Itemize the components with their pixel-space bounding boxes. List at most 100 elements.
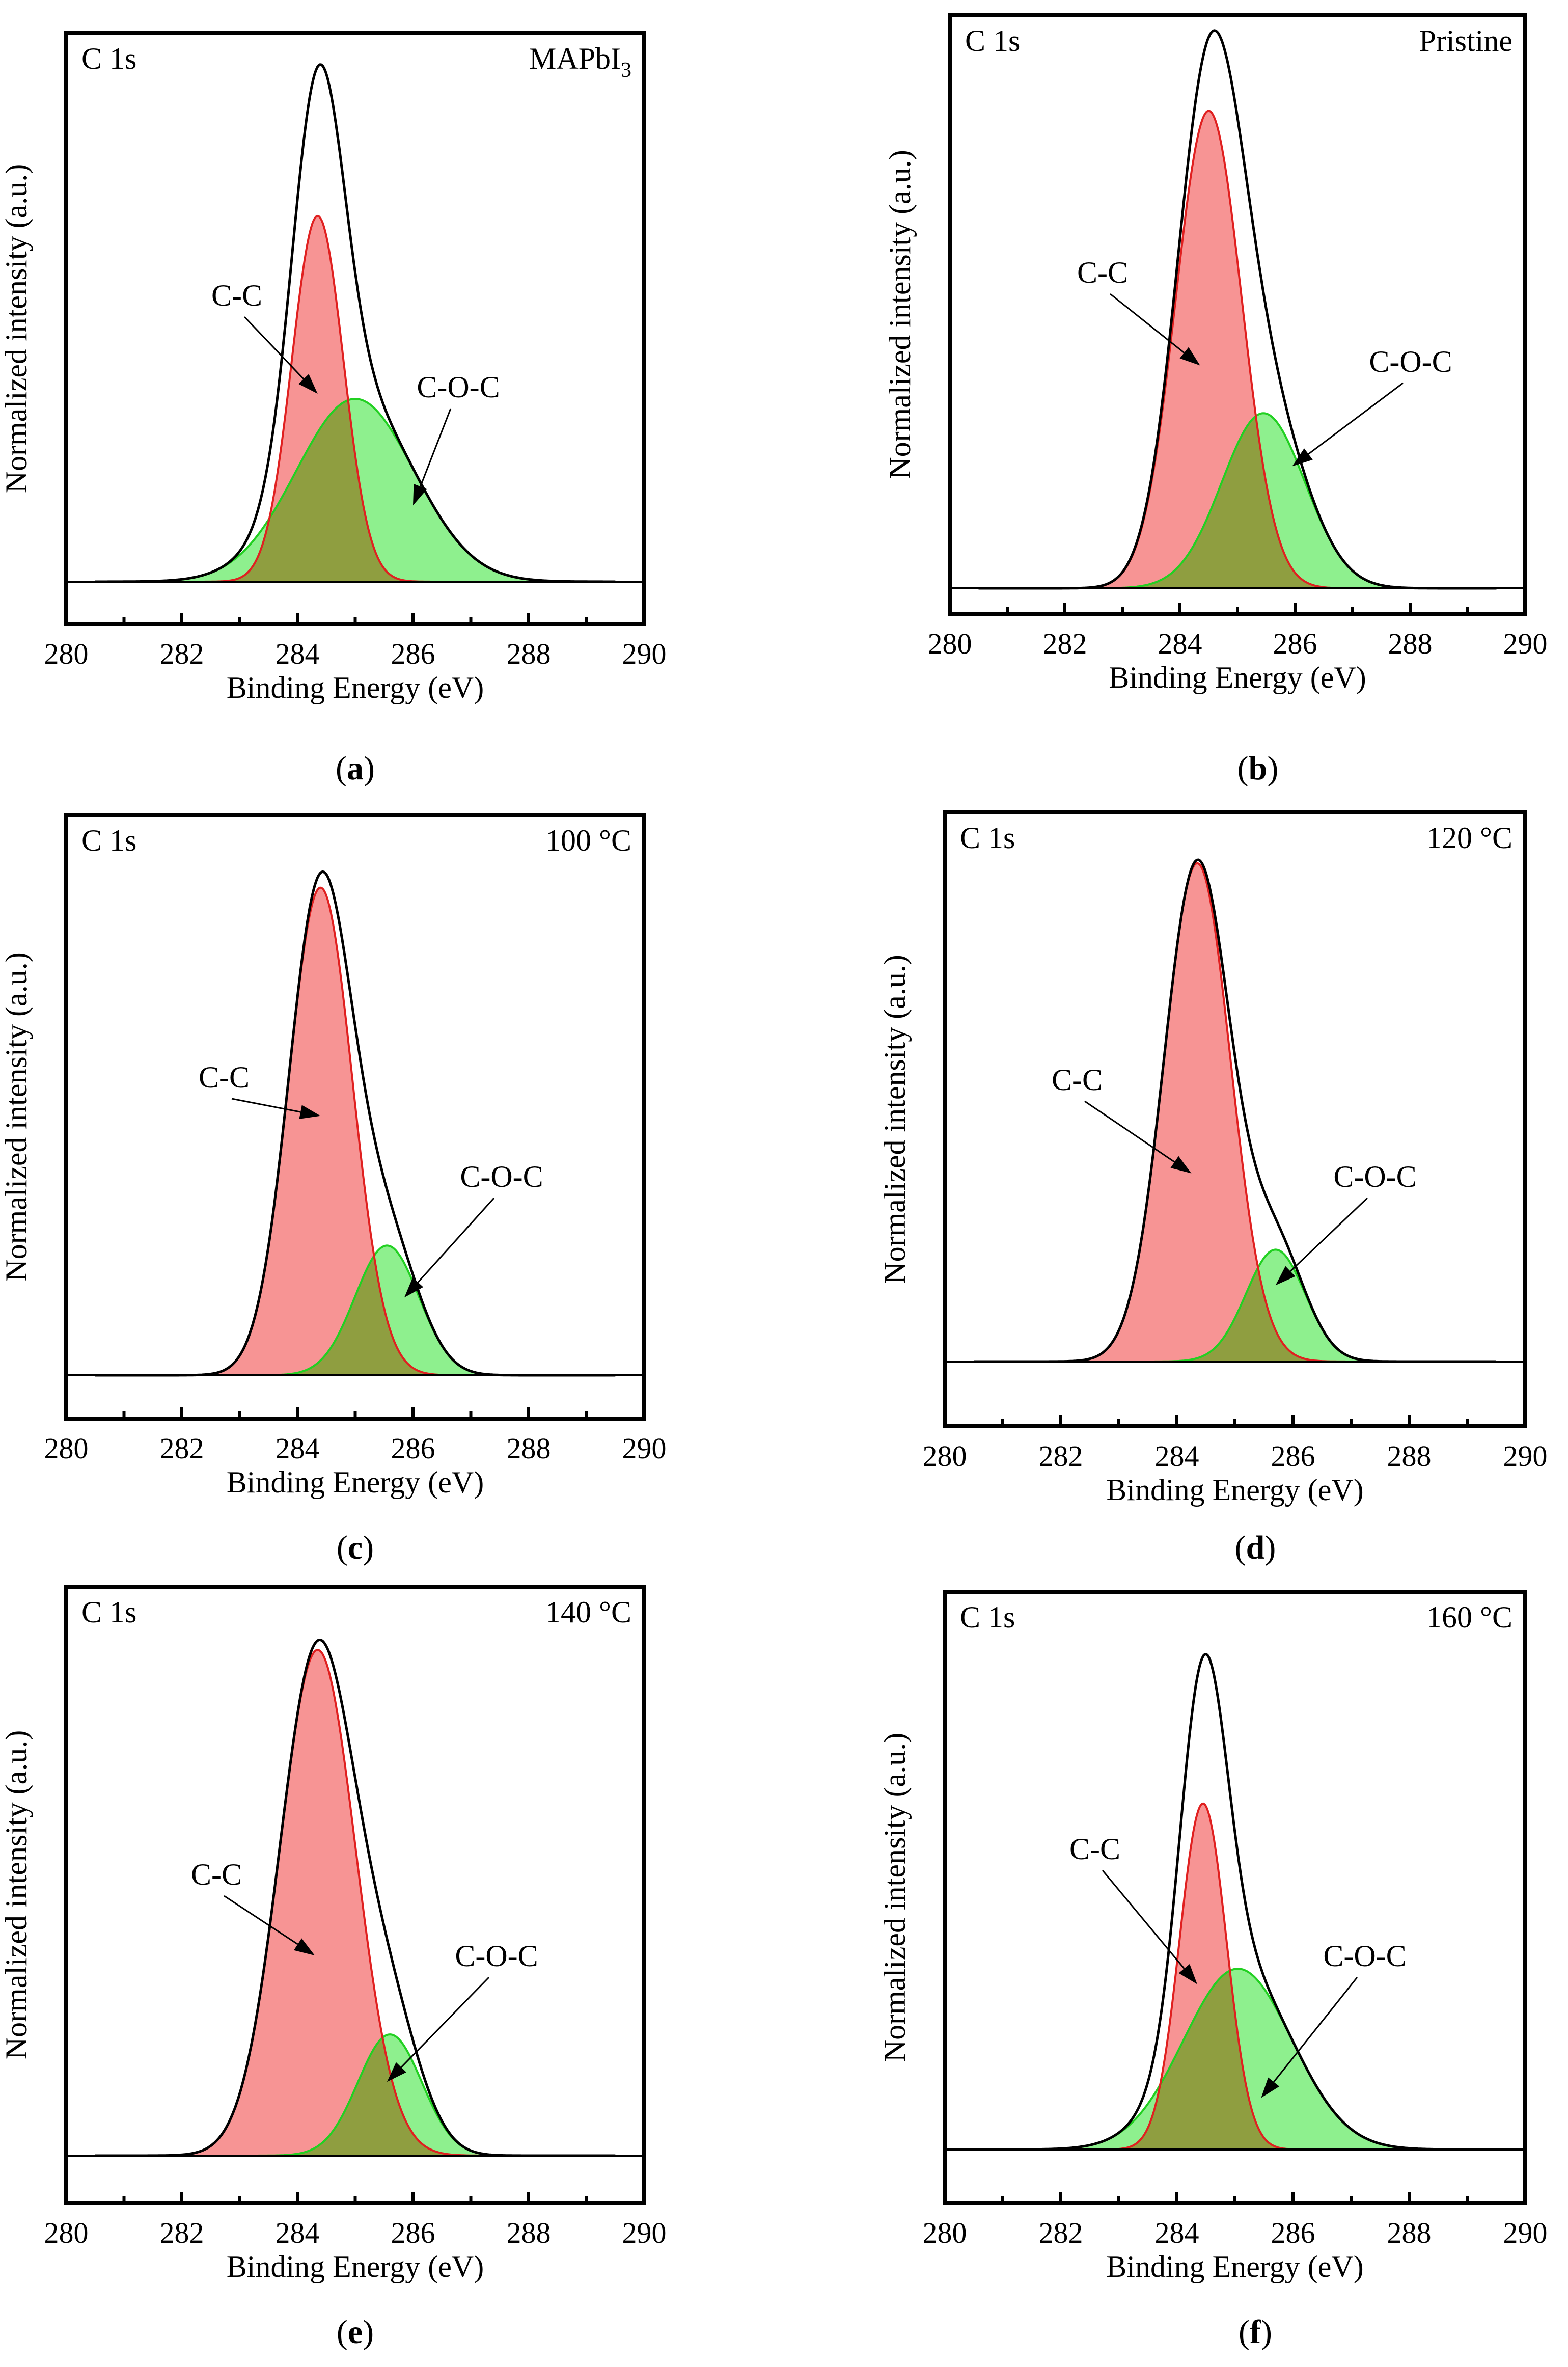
x-tick-label: 280 xyxy=(923,2216,967,2249)
sample-label: 120 °C xyxy=(1426,821,1512,855)
envelope-line xyxy=(95,63,616,583)
x-tick-label: 280 xyxy=(44,1432,89,1465)
overlap-fill xyxy=(974,1269,1496,1362)
x-tick-label: 288 xyxy=(1388,627,1433,660)
panel-caption: (b) xyxy=(1237,750,1279,787)
chart-panel-a: 280 282 284 286 288 290 Binding Energy (eV) Nor… xyxy=(0,31,667,787)
cc-peak-fill xyxy=(978,111,1497,588)
cc-peak-fill xyxy=(95,1650,616,2156)
annotation-arrow-line xyxy=(400,1976,490,2068)
envelope-line xyxy=(974,1653,1496,2151)
x-axis-label: Binding Energy (eV) xyxy=(1109,661,1366,694)
panel-caption: (e) xyxy=(337,2314,374,2351)
x-tick-label: 280 xyxy=(923,1439,967,1473)
x-tick-label: 284 xyxy=(276,637,320,670)
core-level-label: C 1s xyxy=(81,824,136,857)
coc-annotation: C-O-C xyxy=(417,370,500,404)
annotation-arrow-head xyxy=(1275,1266,1296,1286)
annotation-arrow-head xyxy=(293,1938,315,1955)
annotation-arrow-head xyxy=(299,1105,321,1119)
annotation-arrow-line xyxy=(1289,1197,1368,1272)
x-tick-label: 288 xyxy=(1387,1439,1432,1473)
y-axis-label: Normalized intensity (a.u.) xyxy=(878,1733,912,2062)
x-tick-label: 282 xyxy=(160,637,204,670)
x-tick-label: 284 xyxy=(1158,627,1202,660)
core-level-label: C 1s xyxy=(81,1595,136,1629)
annotation-arrow-head xyxy=(387,2062,406,2082)
y-axis-label: Normalized intensity (a.u.) xyxy=(878,955,912,1284)
annotation-arrow-head xyxy=(404,1277,424,1298)
cc-annotation: C-C xyxy=(199,1060,250,1094)
envelope-line xyxy=(978,29,1497,590)
annotation-arrow-head xyxy=(1261,2077,1280,2098)
sample-label: 140 °C xyxy=(545,1595,631,1629)
x-tick-label: 280 xyxy=(44,637,89,670)
chart-panel-c: 280 282 284 286 288 290 Binding Energy (eV) Nor… xyxy=(0,813,667,1566)
x-axis-label: Binding Energy (eV) xyxy=(1106,1473,1363,1507)
x-axis-label: Binding Energy (eV) xyxy=(227,2250,484,2283)
y-axis-label: Normalized intensity (a.u.) xyxy=(0,1730,33,2059)
x-tick-label: 282 xyxy=(160,1432,204,1465)
coc-annotation: C-O-C xyxy=(1323,1939,1406,1973)
x-tick-label: 288 xyxy=(507,637,551,670)
annotation-arrow-head xyxy=(298,374,318,394)
x-tick-label: 290 xyxy=(622,1432,667,1465)
chart-panel-f: 280 282 284 286 288 290 Binding Energy (eV) Nor… xyxy=(878,1590,1548,2351)
annotation-arrow-head xyxy=(1179,347,1200,366)
x-tick-label: 290 xyxy=(1503,627,1548,660)
x-tick-label: 282 xyxy=(1039,2216,1083,2249)
cc-annotation: C-C xyxy=(1052,1063,1103,1097)
annotation-arrow-head xyxy=(413,484,427,506)
x-tick-label: 290 xyxy=(622,2216,667,2249)
annotation-arrow-head xyxy=(1170,1156,1192,1174)
envelope-line xyxy=(95,1638,616,2157)
sample-label: 160 °C xyxy=(1426,1600,1512,1634)
x-tick-label: 284 xyxy=(1155,1439,1199,1473)
x-tick-label: 286 xyxy=(1271,2216,1315,2249)
core-level-label: C 1s xyxy=(965,24,1020,58)
coc-annotation: C-O-C xyxy=(1333,1160,1416,1193)
coc-annotation: C-O-C xyxy=(1369,345,1452,378)
cc-annotation: C-C xyxy=(1069,1832,1120,1866)
y-axis-label: Normalized intensity (a.u.) xyxy=(883,150,917,479)
annotation-arrow-line xyxy=(1102,1870,1185,1969)
annotation-arrow-line xyxy=(1308,382,1404,455)
overlap-fill xyxy=(978,416,1497,588)
x-tick-label: 290 xyxy=(1503,1439,1548,1473)
cc-peak-fill xyxy=(974,863,1496,1362)
x-tick-label: 286 xyxy=(1273,627,1317,660)
panel-caption: (a) xyxy=(336,750,375,787)
chart-panel-b: 280 282 284 286 288 290 Binding Energy (eV) Nor… xyxy=(883,13,1548,787)
chart-panel-d: 280 282 284 286 288 290 Binding Energy (eV) Nor… xyxy=(878,810,1548,1566)
envelope-line xyxy=(95,870,616,1377)
x-tick-label: 290 xyxy=(622,637,667,670)
core-level-label: C 1s xyxy=(960,821,1015,855)
x-tick-label: 282 xyxy=(1039,1439,1083,1473)
x-axis-label: Binding Energy (eV) xyxy=(227,671,484,704)
overlap-fill xyxy=(95,1257,616,1375)
panel-caption: (c) xyxy=(337,1529,374,1566)
y-axis-label: Normalized intensity (a.u.) xyxy=(0,952,33,1281)
annotation-arrow-line xyxy=(1273,1977,1358,2083)
coc-annotation: C-O-C xyxy=(460,1160,543,1193)
annotation-arrow-line xyxy=(231,1098,301,1113)
x-tick-label: 286 xyxy=(391,2216,435,2249)
overlap-fill xyxy=(95,2037,616,2156)
x-tick-label: 282 xyxy=(160,2216,204,2249)
annotation-arrow-line xyxy=(1110,293,1185,353)
sample-label: 100 °C xyxy=(545,824,631,857)
panel-caption: (d) xyxy=(1235,1529,1276,1566)
x-tick-label: 286 xyxy=(1271,1439,1315,1473)
core-level-label: C 1s xyxy=(960,1600,1015,1634)
x-tick-label: 280 xyxy=(44,2216,89,2249)
panel-caption: (f) xyxy=(1239,2314,1272,2351)
x-tick-label: 282 xyxy=(1043,627,1087,660)
cc-annotation: C-C xyxy=(1077,256,1128,289)
x-tick-label: 288 xyxy=(507,1432,551,1465)
x-tick-label: 280 xyxy=(928,627,972,660)
coc-annotation: C-O-C xyxy=(455,1939,538,1973)
y-axis-label: Normalized intensity (a.u.) xyxy=(0,164,33,493)
core-level-label: C 1s xyxy=(81,42,136,75)
x-tick-label: 288 xyxy=(507,2216,551,2249)
cc-annotation: C-C xyxy=(211,279,262,312)
